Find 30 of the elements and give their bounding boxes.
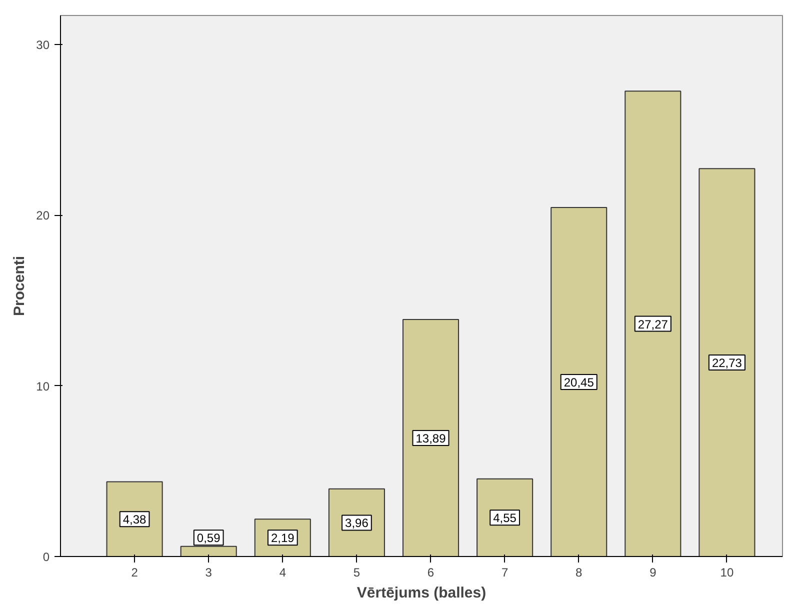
- x-tick-label: 6: [427, 566, 434, 580]
- y-axis-title: Procenti: [11, 256, 28, 316]
- bar: [402, 318, 460, 556]
- y-tick-label: 0: [42, 550, 50, 564]
- data-label: 13,89: [416, 431, 446, 446]
- x-axis-title: Vērtējums (balles): [356, 584, 486, 602]
- bar: [624, 90, 682, 556]
- y-tick-label: 30: [36, 38, 50, 52]
- x-tick-label: 8: [576, 566, 583, 580]
- x-tick-label: 7: [501, 566, 508, 580]
- data-label: 4,38: [122, 512, 147, 527]
- x-tick-label: 5: [353, 566, 360, 580]
- data-label: 0,59: [196, 531, 221, 546]
- x-tick-label: 2: [131, 566, 138, 580]
- data-label: 20,45: [564, 376, 594, 390]
- bar: [106, 481, 163, 556]
- bar: [698, 168, 756, 556]
- bar: [550, 206, 608, 556]
- data-label: 27,27: [638, 317, 668, 332]
- y-tick-label: 20: [36, 208, 50, 223]
- data-label: 2,19: [270, 531, 295, 546]
- bar: [476, 478, 534, 556]
- data-label: 4,55: [493, 511, 517, 526]
- x-tick-label: 4: [279, 566, 286, 580]
- data-label: 22,73: [712, 356, 742, 370]
- x-tick-label: 3: [205, 566, 212, 580]
- y-tick-label: 10: [36, 379, 50, 394]
- x-tick-label: 10: [720, 566, 734, 580]
- data-label: 3,96: [345, 516, 369, 530]
- x-tick-label: 9: [650, 566, 657, 580]
